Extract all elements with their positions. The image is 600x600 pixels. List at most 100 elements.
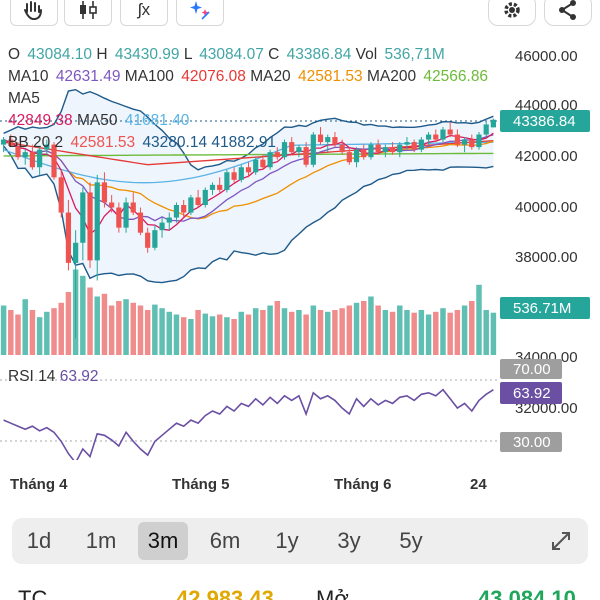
candle-body — [267, 152, 273, 168]
volume-bar — [166, 311, 173, 355]
volume-bar — [425, 314, 432, 355]
fullscreen-expand-icon[interactable] — [538, 522, 584, 560]
rsi-upper-tag — [500, 359, 562, 379]
volume-bar — [361, 301, 367, 355]
candle-body — [173, 205, 180, 218]
volume-bar — [288, 311, 295, 355]
candle-body — [404, 142, 410, 145]
legend-ma20-label: MA20 — [250, 68, 291, 85]
sparkle-magic-icon[interactable] — [176, 0, 224, 26]
candle-body — [166, 217, 172, 223]
volume-bar — [173, 314, 180, 355]
legend-open-value: 43084.10 — [27, 46, 93, 63]
period-3y-button[interactable]: 3y — [337, 528, 361, 553]
legend-volume-value: 536,71M — [384, 46, 445, 63]
candle-body — [238, 167, 244, 180]
rsi-legend: RSI 14 63.92 — [8, 368, 99, 386]
candle-body — [447, 129, 453, 135]
volume-bar — [58, 302, 64, 355]
candle-body — [418, 139, 424, 150]
candle-body — [44, 144, 50, 150]
volume-bar — [195, 310, 201, 355]
volume-bar — [418, 310, 425, 355]
volume-bar — [483, 310, 489, 355]
volume-bar — [274, 301, 281, 355]
time-label-24: 24 — [470, 476, 487, 493]
volume-bar — [433, 311, 439, 355]
bollinger-band-fill — [3, 89, 494, 283]
period-3m-button[interactable]: 3m — [138, 522, 188, 560]
period-1m-button[interactable]: 1m — [85, 528, 117, 553]
legend-bb-mid: 42581.53 — [70, 134, 136, 151]
legend-ma100-value: 42076.08 — [181, 68, 246, 85]
candle-body — [332, 137, 338, 145]
candle-body — [490, 119, 496, 128]
candle-body — [80, 192, 86, 243]
candle-body — [130, 202, 136, 213]
candle-body — [224, 172, 230, 190]
volume-bar — [123, 299, 129, 355]
volume-bar — [116, 301, 122, 355]
volume-bar — [15, 314, 21, 355]
candle-body — [188, 197, 194, 213]
volume-bar — [216, 314, 223, 355]
candle-body — [29, 152, 36, 168]
period-1y-button[interactable]: 1y — [275, 528, 299, 553]
candlestick-icon[interactable] — [64, 0, 112, 26]
function-icon[interactable]: ʃx — [120, 0, 168, 26]
candle-body — [58, 177, 64, 213]
hand-pointer-icon[interactable] — [10, 0, 58, 26]
candle-body — [22, 152, 28, 158]
rsi-value: 63.92 — [59, 368, 99, 385]
volume-bar — [159, 308, 165, 355]
candle-body — [202, 189, 208, 205]
open-price-value: 43 084 10 — [478, 586, 576, 600]
legend-volume-label: Vol — [355, 46, 378, 63]
legend-high-value: 43430.99 — [114, 46, 180, 63]
volume-bar — [303, 314, 309, 355]
volume-bar — [51, 308, 57, 355]
open-price-label: Mở — [316, 586, 349, 600]
settings-gear-icon[interactable] — [488, 0, 536, 26]
volume-bar — [130, 302, 136, 355]
rsi-lower-tag-text: 30.00 — [513, 434, 551, 451]
share-icon[interactable] — [544, 0, 592, 26]
volume-bar — [188, 319, 194, 355]
price-tick-38000: 38000.00 — [515, 249, 578, 266]
ma10-line — [3, 134, 494, 222]
candle-body — [281, 142, 288, 158]
candle-body — [476, 134, 482, 148]
volume-bar — [180, 317, 187, 355]
volume-bar — [368, 296, 374, 355]
legend-close-value: 43386.84 — [286, 46, 352, 63]
chart-toolbar: ʃx — [0, 0, 600, 28]
volume-bar — [108, 305, 115, 355]
candle-body — [317, 134, 324, 143]
candle-body — [461, 139, 468, 145]
volume-bar — [324, 311, 331, 355]
volume-bar — [375, 305, 381, 355]
volume-bar — [440, 308, 446, 355]
candle-body — [382, 147, 388, 153]
volume-bar — [382, 310, 389, 355]
period-6m-button[interactable]: 6m — [209, 528, 241, 553]
volume-bar — [397, 305, 403, 355]
period-1d-button[interactable]: 1d — [26, 528, 52, 553]
candle-body — [51, 144, 57, 178]
price-chart[interactable]: 46000.00 44000.00 42000.00 40000.00 3800… — [0, 0, 600, 460]
legend-bb-lower: 41882.91 — [211, 134, 277, 151]
time-label-april: Tháng 4 — [10, 476, 68, 493]
volume-bar — [44, 311, 50, 355]
legend-ma20-value: 42581.53 — [298, 68, 363, 85]
candle-body — [353, 149, 360, 163]
price-axis: 46000.00 44000.00 42000.00 40000.00 3800… — [515, 48, 578, 417]
legend-line-3: 42849.38 MA50 41681.40 — [8, 110, 508, 132]
price-tick-44000: 44000.00 — [515, 97, 578, 114]
candle-body — [109, 202, 115, 208]
ohlc-legend: O 43084.10 H 43430.99 L 43084.07 C 43386… — [8, 44, 508, 154]
legend-ma5-label: MA5 — [8, 90, 40, 107]
candle-body — [152, 230, 158, 248]
period-5y-button[interactable]: 5y — [399, 528, 423, 553]
candle-body — [231, 172, 237, 180]
candle-body — [346, 152, 352, 163]
